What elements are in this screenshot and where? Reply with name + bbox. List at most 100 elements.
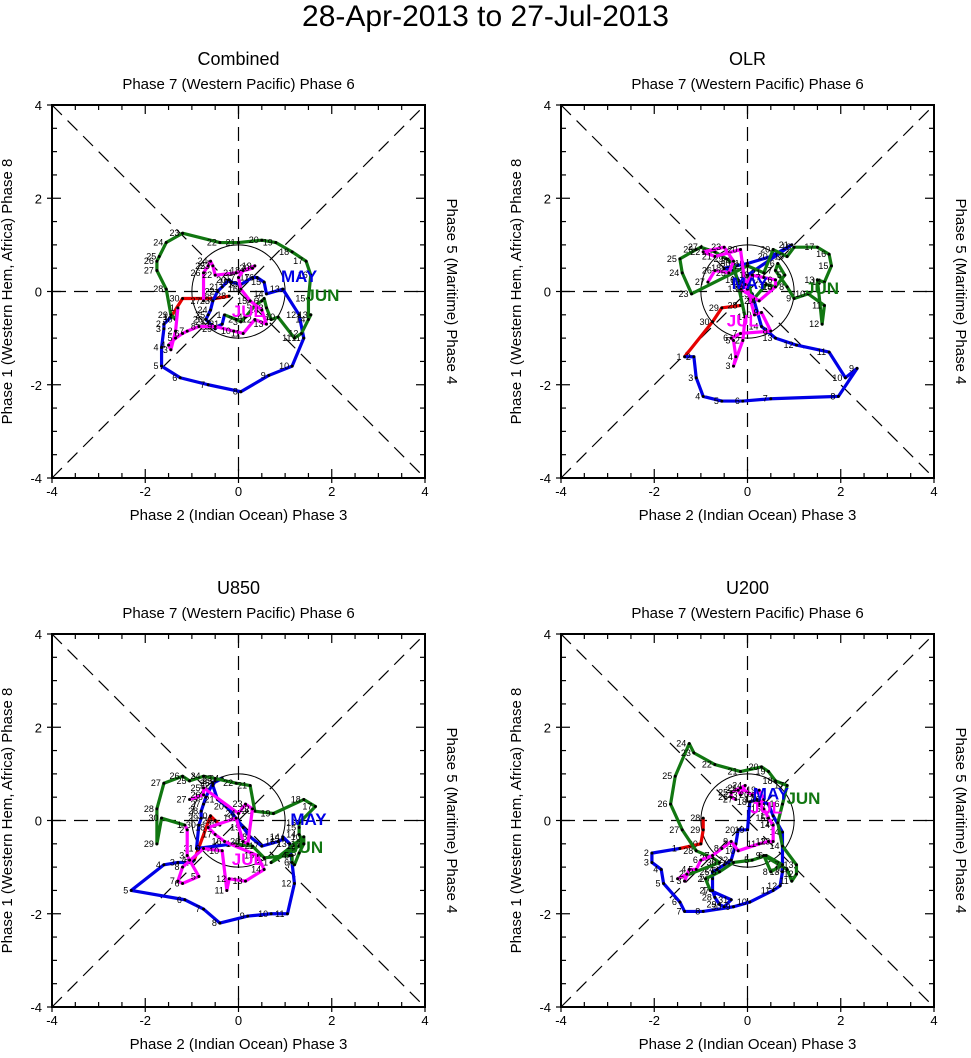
month-label-may: MAY	[290, 810, 327, 829]
day-point	[773, 269, 777, 273]
day-label: 3	[644, 857, 649, 867]
day-label: 17	[751, 273, 761, 283]
day-label: 6	[175, 328, 180, 338]
day-point	[246, 842, 250, 846]
day-label: 6	[172, 373, 177, 383]
day-point	[715, 867, 719, 871]
day-point	[746, 264, 749, 268]
day-point	[181, 331, 185, 335]
day-label: 17	[746, 799, 756, 809]
day-point	[250, 266, 254, 270]
day-point	[237, 276, 240, 280]
day-point	[202, 846, 206, 850]
day-label: 9	[296, 839, 301, 849]
day-label: 28	[144, 804, 154, 814]
day-label: 7	[170, 876, 175, 886]
day-label: 7	[774, 860, 779, 870]
day-point	[711, 877, 715, 881]
day-point	[297, 313, 301, 317]
day-label: 12	[281, 878, 291, 888]
day-label: 5	[744, 855, 749, 865]
day-label: 24	[704, 864, 714, 874]
day-label: 25	[146, 252, 156, 262]
day-point	[181, 865, 185, 869]
day-label: 22	[207, 238, 217, 248]
panel-olr: OLR Phase 7 (Western Pacific) Phase 6 Phas…	[508, 49, 969, 524]
day-label: 20	[242, 806, 252, 816]
day-label: 15	[818, 261, 828, 271]
day-label: 16	[265, 836, 275, 846]
day-point	[234, 317, 238, 321]
day-label: 29	[690, 825, 700, 835]
day-label: 12	[286, 310, 296, 320]
day-label: 25	[667, 254, 677, 264]
unit-circle	[700, 773, 795, 868]
day-point	[771, 888, 775, 892]
day-label: 9	[756, 850, 761, 860]
day-label: 21	[237, 781, 247, 791]
day-label: 13	[762, 333, 772, 343]
day-point	[732, 259, 736, 263]
day-label: 30	[707, 857, 717, 867]
day-label: 5	[168, 333, 173, 343]
day-label: 24	[225, 809, 235, 819]
day-label: 26	[144, 256, 154, 266]
day-point	[720, 306, 724, 310]
day-label: 2	[168, 326, 173, 336]
day-label: 28	[188, 806, 198, 816]
day-label: 12	[286, 841, 296, 851]
day-label: 26	[718, 792, 728, 802]
day-label: 8	[191, 321, 196, 331]
day-label: 12	[755, 836, 765, 846]
day-point	[211, 784, 215, 788]
day-point	[757, 842, 761, 846]
month-label-jul: JUL	[232, 850, 264, 869]
day-label: 25	[191, 783, 201, 793]
day-label: 19	[263, 238, 273, 248]
day-label: 7	[763, 394, 768, 404]
day-point	[288, 842, 292, 846]
day-point	[169, 313, 173, 317]
day-point	[241, 825, 245, 829]
day-label: 5	[123, 885, 128, 895]
day-point	[766, 839, 770, 843]
day-label: 11	[282, 333, 291, 343]
day-point	[843, 376, 847, 380]
day-point	[162, 863, 166, 867]
top-axis-label: Phase 7 (Western Pacific) Phase 6	[122, 76, 354, 93]
day-point	[230, 280, 234, 284]
day-label: 22	[223, 778, 233, 788]
day-label: 27	[723, 795, 733, 805]
day-label: 8	[233, 387, 238, 397]
day-label: 21	[751, 268, 761, 278]
day-point	[739, 331, 743, 335]
day-label: 15	[244, 850, 254, 860]
day-point	[701, 250, 705, 254]
x-tick-label: 4	[421, 1013, 428, 1028]
day-point	[255, 853, 259, 857]
day-point	[262, 280, 266, 284]
day-point	[669, 802, 673, 806]
day-label: 22	[734, 261, 744, 271]
day-point	[290, 853, 294, 857]
day-label: 4	[154, 342, 159, 352]
day-label: 14	[811, 277, 821, 287]
day-point	[711, 888, 715, 892]
day-point	[246, 914, 250, 918]
x-tick-label: -2	[139, 1013, 151, 1028]
day-label: 21	[209, 282, 219, 292]
day-label: 1	[163, 312, 168, 322]
day-point	[762, 271, 766, 275]
day-point	[181, 296, 185, 300]
day-point	[720, 846, 724, 850]
y-tick-label: 4	[544, 627, 551, 642]
day-point	[718, 902, 722, 906]
day-point	[725, 257, 729, 261]
day-point	[239, 287, 243, 291]
x-tick-label: 0	[235, 1013, 242, 1028]
day-label: 19	[774, 252, 784, 262]
day-point	[743, 784, 747, 788]
day-point	[176, 879, 180, 883]
y-tick-label: 0	[544, 285, 551, 300]
